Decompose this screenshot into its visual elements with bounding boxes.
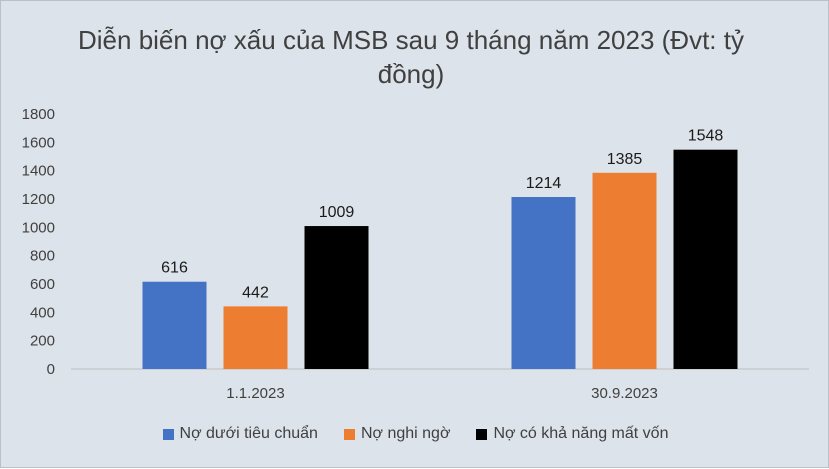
y-tick-label: 1000: [22, 219, 55, 236]
legend-item-substandard: Nợ dưới tiêu chuẩn: [162, 425, 318, 443]
y-tick-label: 1200: [22, 191, 55, 208]
legend-item-doubtful: Nợ nghi ngờ: [343, 425, 451, 443]
bar: [142, 281, 207, 369]
data-label: 442: [242, 284, 269, 301]
y-tick-label: 1800: [22, 106, 55, 123]
legend-item-loss: Nợ có khả năng mất vốn: [476, 425, 668, 443]
y-tick-label: 600: [30, 276, 55, 293]
bar: [223, 306, 288, 369]
chart-title: Diễn biến nợ xấu của MSB sau 9 tháng năm…: [78, 25, 744, 89]
legend-label-doubtful: Nợ nghi ngờ: [360, 425, 451, 442]
data-label: 1214: [526, 175, 562, 192]
data-label: 1385: [607, 151, 643, 168]
y-tick-label: 200: [30, 333, 55, 350]
legend-swatch-loss: [476, 428, 488, 440]
bar: [304, 226, 369, 369]
legend-swatch-doubtful: [343, 428, 355, 440]
data-label: 1009: [319, 204, 355, 221]
data-label: 1548: [688, 128, 724, 145]
bar: [511, 197, 576, 369]
y-tick-label: 0: [47, 361, 55, 378]
y-tick-label: 800: [30, 248, 55, 265]
x-category-label: 1.1.2023: [226, 385, 284, 402]
x-category-label: 30.9.2023: [591, 385, 658, 402]
y-tick-label: 400: [30, 304, 55, 321]
legend-label-loss: Nợ có khả năng mất vốn: [493, 425, 669, 442]
bar: [592, 172, 657, 369]
legend-label-substandard: Nợ dưới tiêu chuẩn: [179, 425, 318, 442]
legend-swatch-substandard: [162, 428, 174, 440]
y-tick-label: 1400: [22, 163, 55, 180]
bar: [673, 149, 738, 369]
data-label: 616: [161, 260, 188, 277]
y-tick-label: 1600: [22, 134, 55, 151]
legend: Nợ dưới tiêu chuẩn Nợ nghi ngờ Nợ có khả…: [1, 425, 829, 443]
